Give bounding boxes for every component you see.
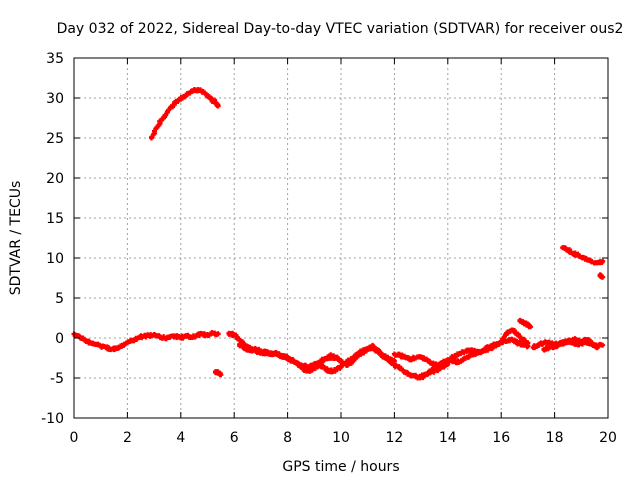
series-track-02 (148, 87, 221, 141)
x-tick-label: 6 (230, 430, 239, 446)
y-tick-label: 25 (46, 131, 64, 147)
series-track-03 (212, 369, 224, 378)
data-point (600, 258, 606, 264)
data-point (218, 372, 224, 378)
data-point (528, 324, 534, 330)
series-track-09 (418, 327, 531, 379)
y-tick-label: 10 (46, 251, 64, 267)
y-tick-label: 30 (46, 91, 64, 107)
y-tick-label: 5 (55, 291, 64, 307)
x-axis-label: GPS time / hours (282, 459, 399, 475)
x-tick-label: 2 (123, 430, 132, 446)
series-track-10 (517, 317, 534, 330)
x-tick-label: 14 (439, 430, 457, 446)
series-track-01 (71, 330, 221, 353)
data-point (525, 340, 531, 346)
chart-title: Day 032 of 2022, Sidereal Day-to-day VTE… (57, 21, 624, 37)
x-tick-label: 4 (176, 430, 185, 446)
data-point (594, 345, 600, 351)
series-track-13 (560, 245, 606, 266)
data-point (600, 342, 606, 348)
x-tick-label: 12 (385, 430, 403, 446)
data-point (600, 274, 606, 280)
data-points (71, 87, 606, 381)
axes: 0 2 4 6 8 10 12 14 16 18 20 -10 -5 0 5 10 15 20 25 30 35 (41, 51, 617, 446)
x-tick-label: 16 (492, 430, 510, 446)
series-track-12 (541, 336, 600, 353)
x-tick-label: 10 (332, 430, 350, 446)
y-tick-label: 0 (55, 331, 64, 347)
y-axis-label: SDTVAR / TECUs (8, 181, 24, 296)
y-tick-label: 20 (46, 171, 64, 187)
y-tick-label: -5 (50, 371, 64, 387)
data-point (215, 103, 221, 109)
data-point (215, 331, 221, 337)
x-tick-label: 20 (599, 430, 617, 446)
x-tick-label: 0 (70, 430, 79, 446)
y-tick-label: 35 (46, 51, 64, 67)
x-tick-label: 18 (546, 430, 564, 446)
y-tick-label: 15 (46, 211, 64, 227)
x-tick-label: 8 (283, 430, 292, 446)
data-point-interp (149, 134, 155, 140)
y-tick-label: -10 (41, 411, 64, 427)
series-track-14 (597, 272, 606, 280)
